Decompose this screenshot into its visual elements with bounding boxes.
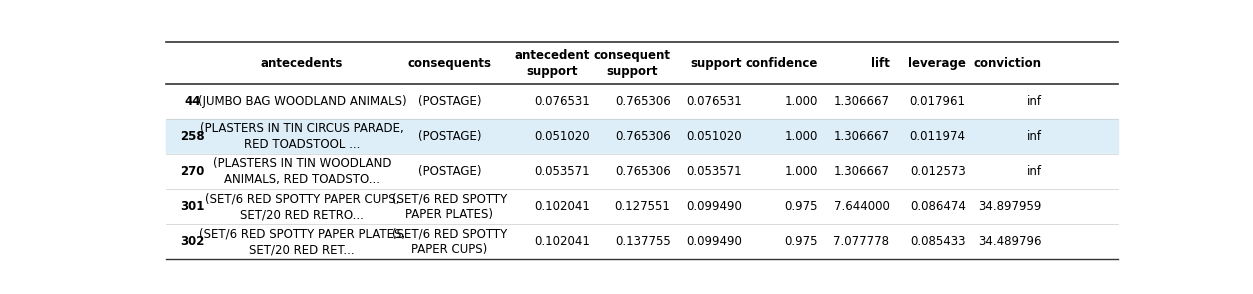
Text: (SET/6 RED SPOTTY
PAPER PLATES): (SET/6 RED SPOTTY PAPER PLATES): [392, 192, 507, 221]
Text: 0.051020: 0.051020: [534, 130, 590, 143]
Text: 258: 258: [180, 130, 204, 143]
Text: 1.000: 1.000: [784, 95, 818, 108]
Text: 34.489796: 34.489796: [979, 235, 1041, 248]
Text: 0.076531: 0.076531: [687, 95, 742, 108]
Bar: [167, 84, 1118, 119]
Text: 7.077778: 7.077778: [833, 235, 890, 248]
Text: conviction: conviction: [974, 56, 1041, 69]
Text: 0.076531: 0.076531: [534, 95, 590, 108]
Text: 0.012573: 0.012573: [910, 165, 966, 178]
Text: support: support: [690, 56, 742, 69]
Text: 0.975: 0.975: [784, 200, 818, 213]
Text: 0.099490: 0.099490: [687, 235, 742, 248]
Text: 0.102041: 0.102041: [534, 235, 590, 248]
Text: 1.306667: 1.306667: [833, 95, 890, 108]
Text: inf: inf: [1026, 130, 1041, 143]
Bar: [167, 119, 1118, 154]
Bar: [167, 42, 1118, 84]
Text: leverage: leverage: [907, 56, 966, 69]
Text: 34.897959: 34.897959: [979, 200, 1041, 213]
Text: 7.644000: 7.644000: [833, 200, 890, 213]
Text: (PLASTERS IN TIN CIRCUS PARADE,
RED TOADSTOOL ...: (PLASTERS IN TIN CIRCUS PARADE, RED TOAD…: [200, 122, 403, 151]
Text: 0.051020: 0.051020: [687, 130, 742, 143]
Bar: [167, 224, 1118, 259]
Text: 0.137755: 0.137755: [615, 235, 670, 248]
Text: 0.102041: 0.102041: [534, 200, 590, 213]
Text: 0.765306: 0.765306: [615, 95, 670, 108]
Text: (SET/6 RED SPOTTY PAPER PLATES,
SET/20 RED RET...: (SET/6 RED SPOTTY PAPER PLATES, SET/20 R…: [199, 227, 405, 256]
Text: (SET/6 RED SPOTTY PAPER CUPS,
SET/20 RED RETRO...: (SET/6 RED SPOTTY PAPER CUPS, SET/20 RED…: [204, 192, 400, 221]
Text: inf: inf: [1026, 165, 1041, 178]
Text: 1.000: 1.000: [784, 130, 818, 143]
Text: 0.975: 0.975: [784, 235, 818, 248]
Text: (POSTAGE): (POSTAGE): [417, 165, 481, 178]
Text: 0.011974: 0.011974: [910, 130, 966, 143]
Text: confidence: confidence: [746, 56, 818, 69]
Text: consequent
support: consequent support: [594, 49, 670, 78]
Text: inf: inf: [1026, 95, 1041, 108]
Text: 0.085433: 0.085433: [910, 235, 966, 248]
Text: 0.053571: 0.053571: [534, 165, 590, 178]
Text: 0.765306: 0.765306: [615, 130, 670, 143]
Text: 1.306667: 1.306667: [833, 165, 890, 178]
Text: lift: lift: [871, 56, 890, 69]
Text: 302: 302: [180, 235, 204, 248]
Text: (POSTAGE): (POSTAGE): [417, 95, 481, 108]
Text: (JUMBO BAG WOODLAND ANIMALS): (JUMBO BAG WOODLAND ANIMALS): [198, 95, 406, 108]
Text: 270: 270: [180, 165, 204, 178]
Text: 1.306667: 1.306667: [833, 130, 890, 143]
Bar: [167, 154, 1118, 189]
Text: (POSTAGE): (POSTAGE): [417, 130, 481, 143]
Text: 0.017961: 0.017961: [910, 95, 966, 108]
Text: 44: 44: [184, 95, 200, 108]
Text: consequents: consequents: [407, 56, 491, 69]
Text: 0.765306: 0.765306: [615, 165, 670, 178]
Text: 0.086474: 0.086474: [910, 200, 966, 213]
Text: 301: 301: [180, 200, 204, 213]
Bar: [167, 189, 1118, 224]
Text: (SET/6 RED SPOTTY
PAPER CUPS): (SET/6 RED SPOTTY PAPER CUPS): [392, 227, 507, 256]
Text: 0.099490: 0.099490: [687, 200, 742, 213]
Text: antecedents: antecedents: [261, 56, 343, 69]
Text: 0.053571: 0.053571: [687, 165, 742, 178]
Text: 1.000: 1.000: [784, 165, 818, 178]
Text: 0.127551: 0.127551: [615, 200, 670, 213]
Text: antecedent
support: antecedent support: [514, 49, 590, 78]
Text: (PLASTERS IN TIN WOODLAND
ANIMALS, RED TOADSTO...: (PLASTERS IN TIN WOODLAND ANIMALS, RED T…: [213, 157, 391, 186]
